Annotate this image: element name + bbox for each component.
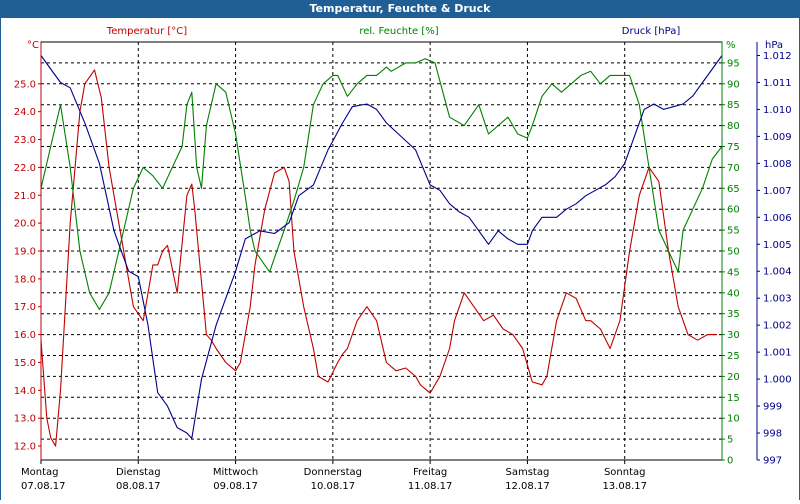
pressure-tick-label: 1.002: [763, 321, 792, 332]
humidity-line: [40, 58, 723, 311]
x-day-label: Mittwoch: [213, 467, 258, 478]
pressure-tick-label: 1.011: [763, 78, 792, 89]
temperature-tick-label: 20.0: [14, 219, 36, 230]
x-date-label: 08.08.17: [116, 481, 161, 492]
pressure-tick-label: 1.012: [763, 51, 792, 62]
temperature-tick-label: 21.0: [14, 191, 36, 202]
temperature-tick-label: 12.0: [14, 442, 36, 453]
x-day-label: Samstag: [506, 467, 550, 478]
pressure-tick-label: 1.006: [763, 213, 792, 224]
humidity-tick-label: 60: [727, 205, 740, 216]
temperature-line: [40, 69, 718, 447]
chart-panel: Temperatur [°C] rel. Feuchte [%] Druck […: [0, 18, 800, 500]
humidity-tick-label: 85: [727, 100, 740, 111]
x-day-label: Freitag: [413, 467, 447, 478]
temperature-tick-label: 15.0: [14, 358, 36, 369]
pressure-tick-label: 1.004: [763, 267, 792, 278]
temperature-unit-label: °C: [27, 40, 39, 51]
humidity-unit-label: %: [726, 40, 736, 51]
humidity-tick-label: 55: [727, 226, 740, 237]
x-day-label: Donnerstag: [304, 467, 362, 478]
pressure-tick-label: 999: [763, 402, 782, 413]
temperature-tick-label: 23.0: [14, 135, 36, 146]
humidity-tick-label: 40: [727, 288, 740, 299]
temperature-tick-label: 16.0: [14, 330, 36, 341]
x-date-label: 09.08.17: [213, 481, 258, 492]
temperature-tick-label: 18.0: [14, 274, 36, 285]
humidity-tick-label: 25: [727, 351, 740, 362]
temperature-tick-label: 22.0: [14, 163, 36, 174]
series-lines: [40, 55, 723, 447]
window-title: Temperatur, Feuchte & Druck: [0, 0, 800, 18]
temperature-axis-title: Temperatur [°C]: [106, 26, 187, 37]
humidity-tick-label: 0: [727, 456, 733, 467]
humidity-tick-label: 90: [727, 79, 740, 90]
humidity-tick-label: 95: [727, 58, 740, 69]
pressure-tick-label: 1.005: [763, 240, 792, 251]
axes: Temperatur [°C] rel. Feuchte [%] Druck […: [14, 26, 792, 492]
x-day-label: Montag: [21, 467, 58, 478]
x-date-label: 13.08.17: [602, 481, 647, 492]
pressure-tick-label: 1.008: [763, 159, 792, 170]
humidity-tick-label: 50: [727, 247, 740, 258]
x-date-label: 12.08.17: [505, 481, 550, 492]
pressure-axis-title: Druck [hPa]: [622, 26, 681, 37]
temperature-tick-label: 14.0: [14, 386, 36, 397]
pressure-tick-label: 1.001: [763, 348, 792, 359]
x-date-label: 10.08.17: [311, 481, 356, 492]
humidity-tick-label: 75: [727, 142, 740, 153]
x-day-label: Dienstag: [116, 467, 161, 478]
pressure-tick-label: 998: [763, 429, 782, 440]
humidity-tick-label: 20: [727, 372, 740, 383]
pressure-tick-label: 1.000: [763, 375, 792, 386]
pressure-line: [40, 55, 723, 439]
temperature-tick-label: 17.0: [14, 302, 36, 313]
pressure-tick-label: 1.010: [763, 105, 792, 116]
humidity-tick-label: 45: [727, 267, 740, 278]
humidity-tick-label: 15: [727, 393, 740, 404]
pressure-tick-label: 1.009: [763, 132, 792, 143]
pressure-tick-label: 997: [763, 456, 782, 467]
humidity-tick-label: 35: [727, 309, 740, 320]
humidity-tick-label: 5: [727, 435, 733, 446]
humidity-tick-label: 80: [727, 121, 740, 132]
temperature-tick-label: 24.0: [14, 107, 36, 118]
x-date-label: 07.08.17: [21, 481, 66, 492]
pressure-tick-label: 1.007: [763, 186, 792, 197]
humidity-tick-label: 65: [727, 184, 740, 195]
pressure-tick-label: 1.003: [763, 294, 792, 305]
x-date-label: 11.08.17: [408, 481, 453, 492]
chart-svg: Temperatur [°C] rel. Feuchte [%] Druck […: [14, 26, 792, 492]
humidity-axis-title: rel. Feuchte [%]: [359, 26, 438, 37]
pressure-unit-label: hPa: [765, 40, 783, 51]
temperature-tick-label: 13.0: [14, 414, 36, 425]
humidity-tick-label: 70: [727, 163, 740, 174]
grid: [40, 41, 723, 461]
humidity-tick-label: 30: [727, 330, 740, 341]
temperature-tick-label: 25.0: [14, 79, 36, 90]
humidity-tick-label: 10: [727, 414, 740, 425]
x-day-label: Sonntag: [604, 467, 646, 478]
temperature-tick-label: 19.0: [14, 247, 36, 258]
